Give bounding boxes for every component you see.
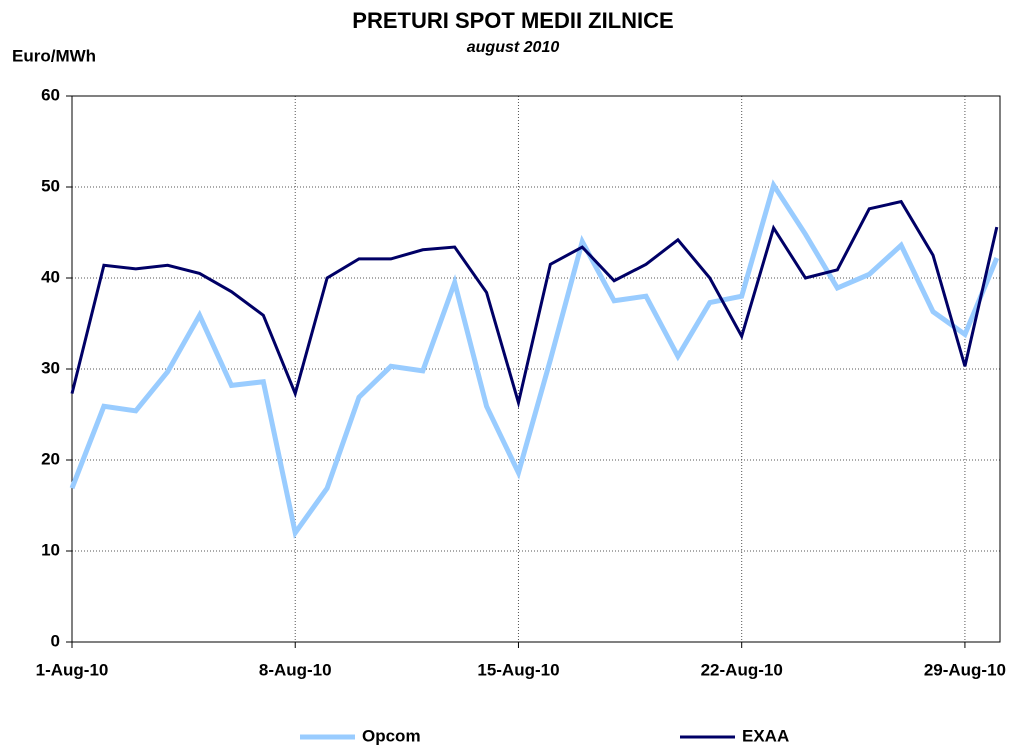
x-tick-label: 8-Aug-10 — [259, 660, 332, 679]
x-tick-label: 15-Aug-10 — [477, 660, 559, 679]
x-tick-label: 1-Aug-10 — [36, 660, 109, 679]
y-tick-label: 20 — [41, 449, 60, 468]
x-tick-label: 22-Aug-10 — [701, 660, 783, 679]
legend-label: Opcom — [362, 726, 421, 745]
line-series — [69, 179, 1000, 539]
legend-label: EXAA — [742, 726, 789, 745]
y-tick-label: 60 — [41, 85, 60, 104]
y-tick-label: 30 — [41, 358, 60, 377]
y-tick-label: 40 — [41, 267, 60, 286]
y-axis-label: Euro/MWh — [12, 46, 96, 65]
y-tick-label: 0 — [51, 631, 60, 650]
y-tick-label: 10 — [41, 540, 60, 559]
chart-title: PRETURI SPOT MEDII ZILNICE — [352, 8, 673, 33]
chart-subtitle: august 2010 — [467, 39, 560, 56]
plot-frame — [71, 95, 1001, 643]
line-series — [70, 199, 999, 409]
x-tick-label: 29-Aug-10 — [924, 660, 1006, 679]
y-tick-label: 50 — [41, 176, 60, 195]
